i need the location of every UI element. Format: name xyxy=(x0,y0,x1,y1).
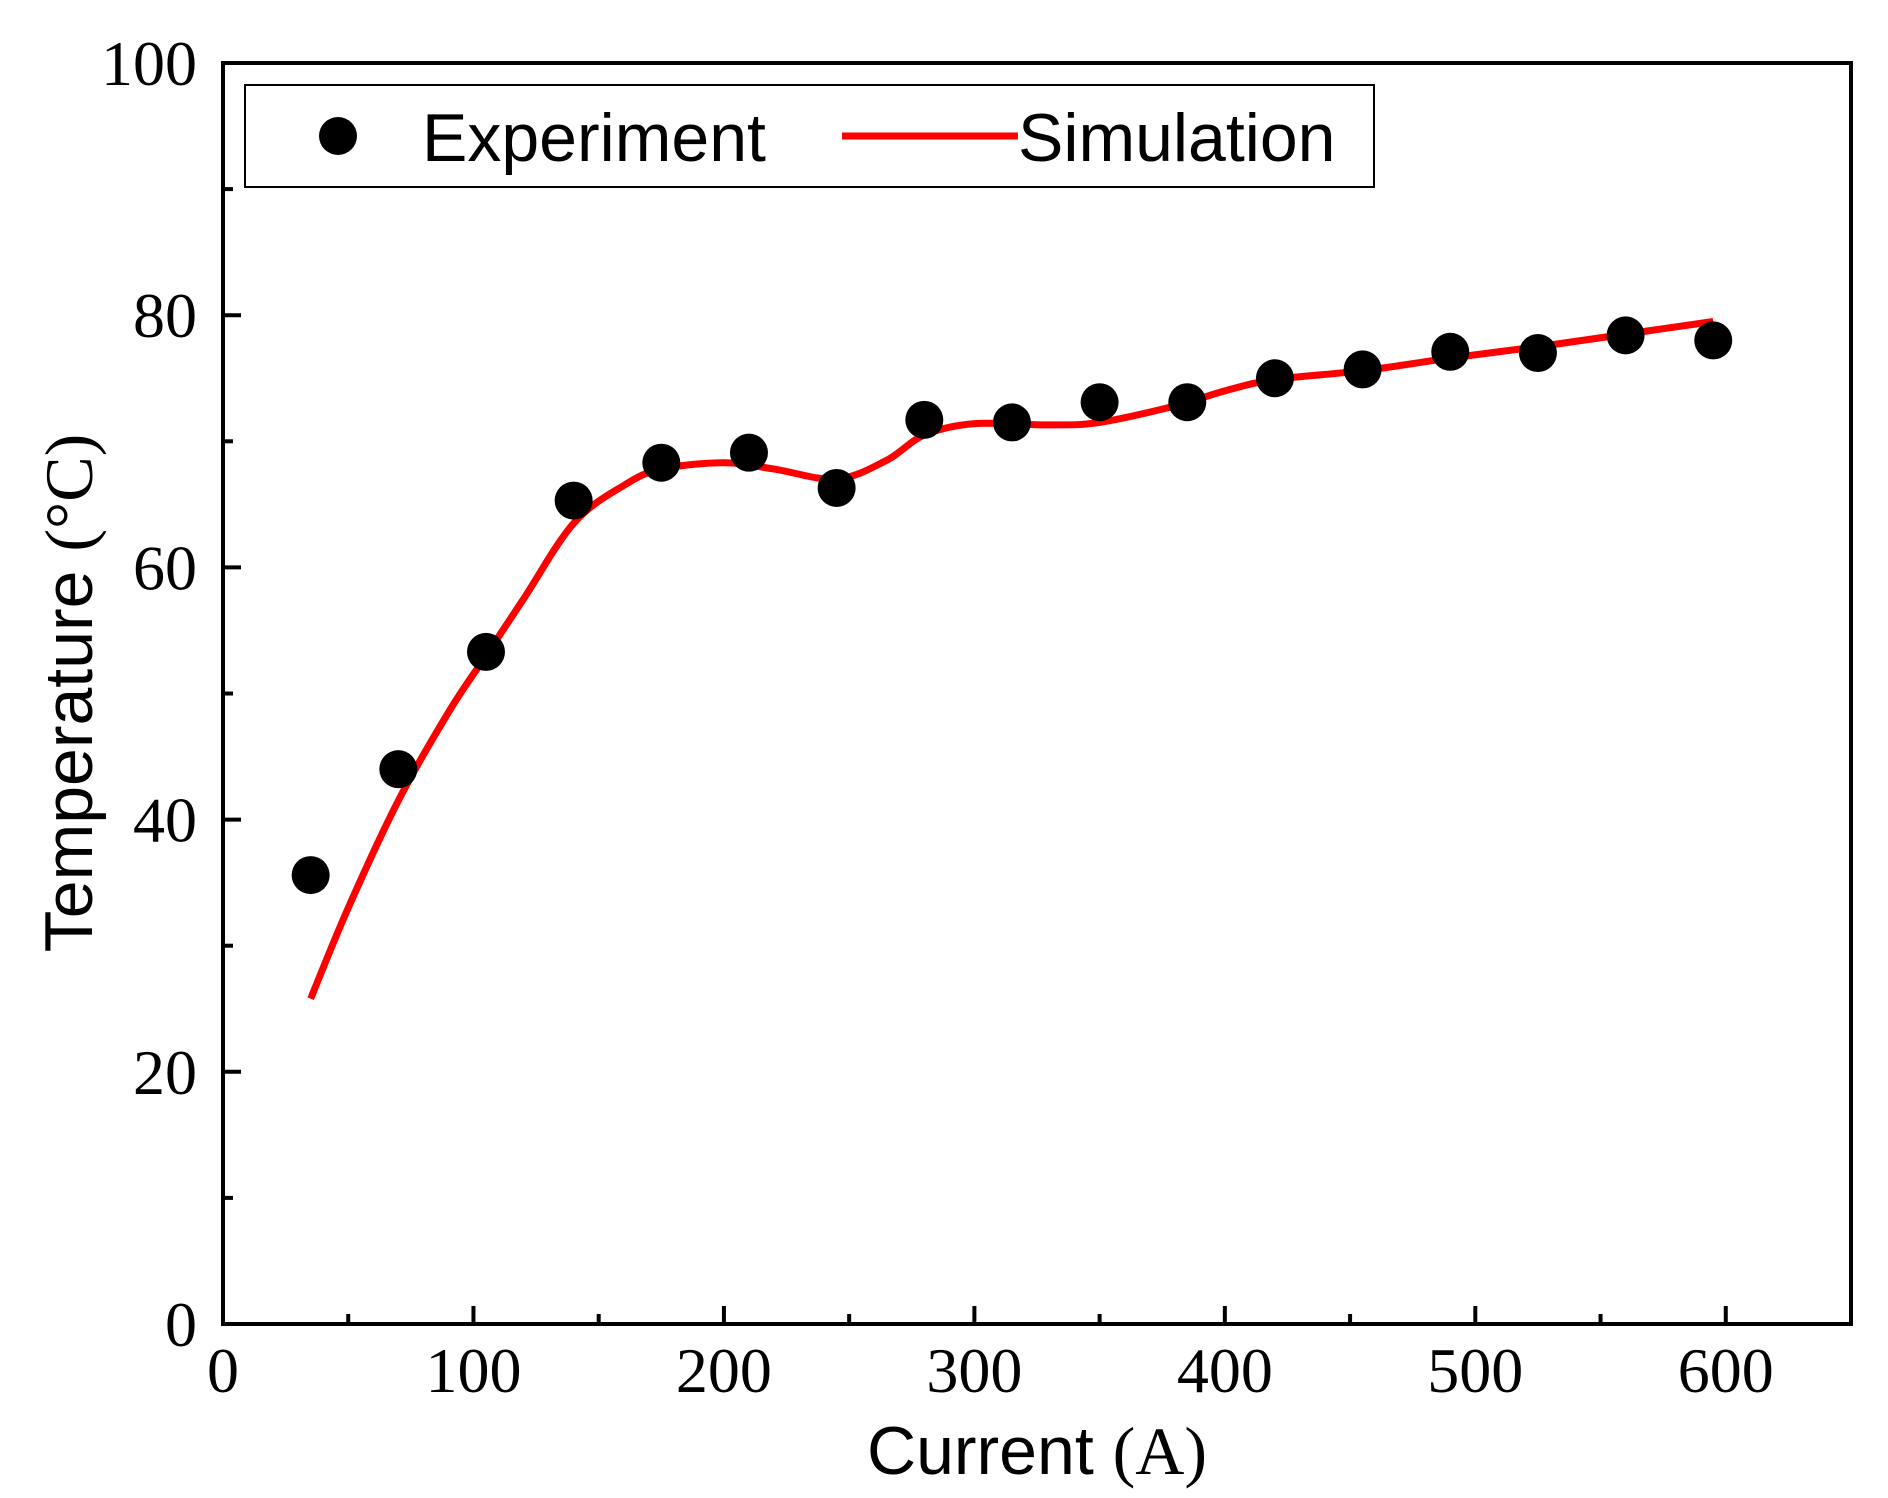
x-tick-label: 300 xyxy=(926,1335,1022,1406)
experiment-point xyxy=(905,400,944,439)
experiment-point xyxy=(554,481,593,520)
y-tick-label: 100 xyxy=(101,28,197,99)
experiment-point xyxy=(1518,334,1557,373)
experiment-point xyxy=(466,632,505,671)
x-axis-label: Current (A) xyxy=(867,1413,1207,1489)
legend-box xyxy=(244,84,1375,188)
simulation-series-line xyxy=(307,318,1714,1000)
y-tick-label: 0 xyxy=(165,1289,197,1360)
experiment-point xyxy=(992,403,1031,442)
experiment-point xyxy=(817,468,856,507)
experiment-point xyxy=(1343,350,1382,389)
experiment-point xyxy=(1431,332,1470,371)
x-tick-label: 100 xyxy=(425,1335,521,1406)
x-tick-label: 200 xyxy=(676,1335,772,1406)
experiment-point xyxy=(1606,316,1645,355)
experiment-point xyxy=(1255,359,1294,398)
legend: Experiment Simulation xyxy=(244,84,1375,188)
experiment-point xyxy=(1080,383,1119,422)
x-tick-label: 0 xyxy=(207,1335,239,1406)
x-tick-label: 600 xyxy=(1678,1335,1774,1406)
y-axis-label: Temperature (°C) xyxy=(31,434,107,953)
y-tick-label: 20 xyxy=(133,1037,197,1108)
x-tick-label: 400 xyxy=(1177,1335,1273,1406)
legend-experiment-marker xyxy=(319,117,357,155)
experiment-point xyxy=(379,750,418,789)
legend-simulation-label: Simulation xyxy=(1018,100,1336,176)
x-tick-label: 500 xyxy=(1427,1335,1523,1406)
y-tick-label: 60 xyxy=(133,532,197,603)
experiment-point xyxy=(1168,383,1207,422)
experiment-point xyxy=(729,433,768,472)
y-tick-label: 40 xyxy=(133,785,197,856)
legend-experiment-label: Experiment xyxy=(422,100,766,176)
experiment-point xyxy=(1694,321,1733,360)
experiment-point xyxy=(642,443,681,482)
y-tick-label: 80 xyxy=(133,280,197,351)
experiment-point xyxy=(291,856,330,895)
